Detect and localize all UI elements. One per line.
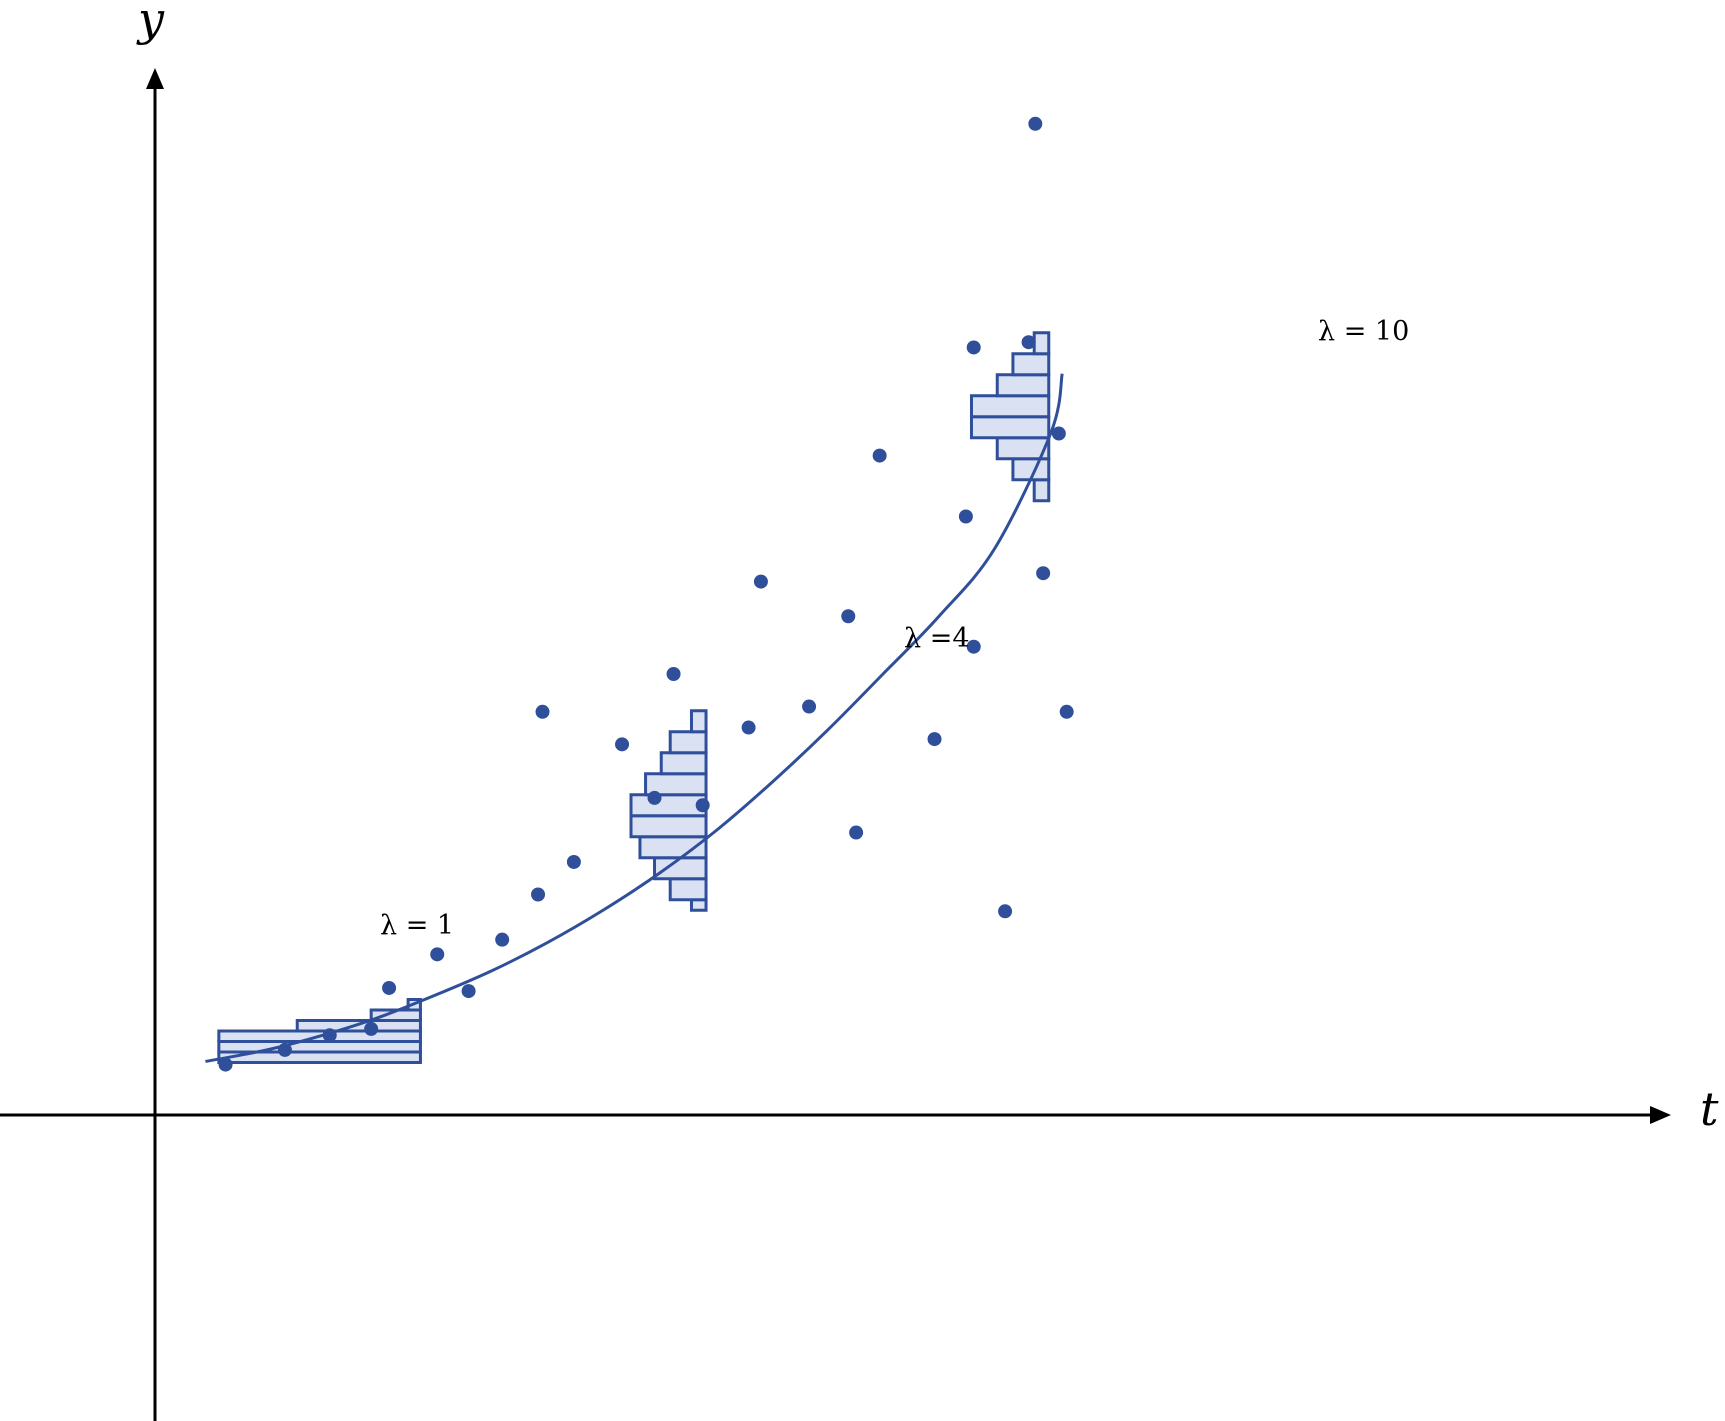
data-point-4 (364, 1021, 379, 1036)
data-point-15 (695, 798, 710, 813)
histogram-3-bar-6 (995, 373, 1051, 398)
data-point-20 (849, 825, 864, 840)
histogram-3-bar-4 (969, 415, 1051, 440)
trend-layer (205, 373, 1064, 1063)
lambda-label-4: λ =4 (904, 623, 970, 654)
y-axis-title: y (136, 0, 165, 46)
data-point-12 (615, 737, 630, 752)
data-point-5 (382, 980, 397, 995)
points-layer (218, 116, 1074, 1072)
histogram-2-bar-6 (629, 793, 708, 818)
x-axis-arrow-icon (1650, 1106, 1671, 1124)
data-point-24 (966, 639, 981, 654)
data-point-16 (741, 720, 756, 735)
lambda-label-1: λ = 1 (380, 910, 454, 941)
histogram-2-bar-2 (668, 877, 708, 902)
data-point-23 (958, 509, 973, 524)
histogram-2-bar-3 (653, 856, 708, 881)
data-point-11 (566, 854, 581, 869)
data-point-17 (753, 574, 768, 589)
histogram-2-bar-8 (659, 751, 708, 776)
data-point-19 (841, 609, 856, 624)
data-point-3 (322, 1028, 337, 1043)
data-point-28 (1028, 116, 1043, 131)
data-point-6 (430, 947, 445, 962)
data-point-10 (535, 704, 550, 719)
data-point-13 (647, 790, 662, 805)
histogram-3-bar-7 (1011, 352, 1051, 377)
data-point-8 (495, 932, 510, 947)
data-point-18 (802, 699, 817, 714)
data-point-1 (218, 1057, 233, 1072)
histogram-2-bar-5 (629, 814, 708, 839)
data-point-22 (927, 732, 942, 747)
histogram-2-bar-9 (668, 730, 708, 755)
data-point-25 (966, 340, 981, 355)
histogram-2-bar-10 (689, 709, 708, 734)
histogram-2-bar-1 (689, 898, 708, 912)
data-point-2 (277, 1042, 292, 1057)
data-point-14 (666, 667, 681, 681)
data-point-21 (872, 448, 887, 463)
trend-curve (205, 373, 1064, 1063)
data-point-9 (531, 887, 546, 902)
data-point-7 (461, 984, 476, 999)
data-point-26 (998, 904, 1013, 919)
data-point-27 (1021, 335, 1036, 350)
data-point-29 (1036, 566, 1051, 581)
histogram-1-bar-2 (217, 1040, 422, 1054)
data-point-31 (1059, 704, 1074, 719)
histograms-layer (217, 331, 1051, 1064)
x-axis-title: t (1700, 1082, 1719, 1136)
histogram-3-bar-8 (1032, 331, 1051, 356)
lambda-label-10: λ = 10 (1318, 316, 1409, 347)
y-axis-arrow-icon (146, 68, 164, 89)
histogram-3-bar-5 (969, 394, 1051, 419)
data-point-30 (1051, 426, 1066, 441)
histogram-3-bar-1 (1032, 478, 1051, 503)
